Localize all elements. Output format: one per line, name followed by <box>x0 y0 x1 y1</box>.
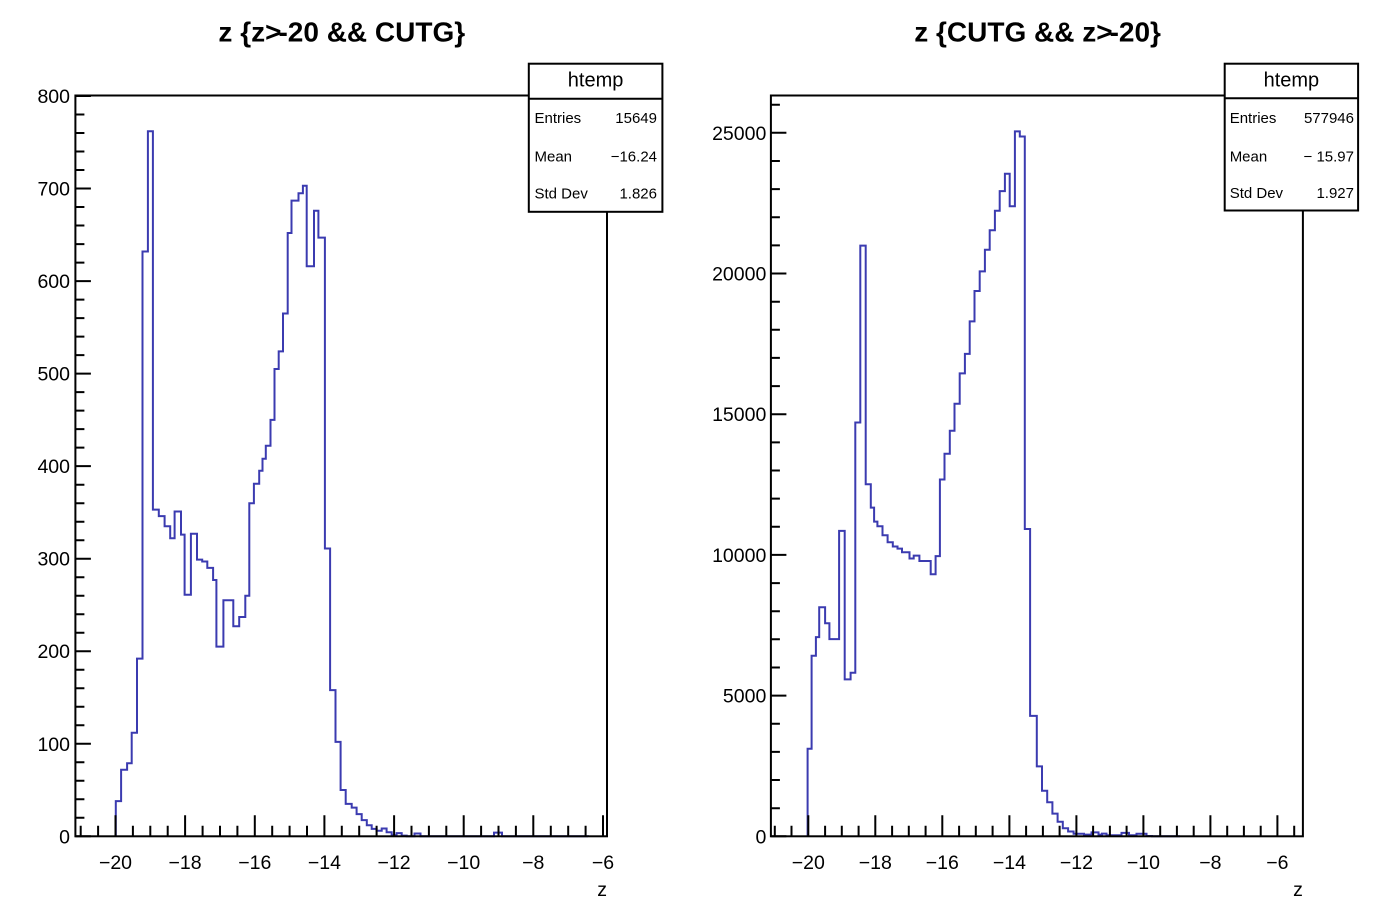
svg-text:5000: 5000 <box>723 686 767 708</box>
svg-text:10000: 10000 <box>712 545 766 567</box>
svg-text:15649: 15649 <box>615 110 657 127</box>
svg-text:−16.24: −16.24 <box>611 149 657 166</box>
svg-text:577946: 577946 <box>1304 110 1354 127</box>
svg-text:z: z <box>597 879 607 901</box>
svg-text:htemp: htemp <box>568 70 624 92</box>
svg-text:Std Dev: Std Dev <box>1230 185 1284 202</box>
svg-text:700: 700 <box>37 179 70 201</box>
svg-text:− 15.97: − 15.97 <box>1304 149 1354 166</box>
svg-text:z: z <box>1293 879 1303 901</box>
svg-text:−10: −10 <box>1127 852 1160 874</box>
svg-text:1.927: 1.927 <box>1316 185 1354 202</box>
svg-text:Entries: Entries <box>1230 110 1281 127</box>
svg-text:25000: 25000 <box>712 123 766 145</box>
svg-text:600: 600 <box>37 271 70 293</box>
svg-text:−14: −14 <box>308 852 341 874</box>
svg-text:htemp: htemp <box>1264 69 1320 91</box>
svg-text:Mean: Mean <box>535 149 573 166</box>
svg-text:−16: −16 <box>926 852 959 874</box>
svg-text:Entries: Entries <box>535 110 586 127</box>
svg-text:1.826: 1.826 <box>619 186 657 203</box>
svg-text:−16: −16 <box>238 852 271 874</box>
svg-text:−8: −8 <box>1199 852 1221 874</box>
svg-text:−12: −12 <box>378 852 411 874</box>
svg-text:−20: −20 <box>99 852 132 874</box>
svg-text:−18: −18 <box>169 852 202 874</box>
svg-text:200: 200 <box>37 641 70 663</box>
svg-text:−12: −12 <box>1060 852 1093 874</box>
svg-text:−6: −6 <box>1266 852 1288 874</box>
svg-text:z {CUTG && z>-20}: z {CUTG && z>-20} <box>914 17 1161 48</box>
svg-text:0: 0 <box>59 826 70 848</box>
svg-text:−6: −6 <box>592 852 614 874</box>
svg-text:100: 100 <box>37 734 70 756</box>
svg-text:400: 400 <box>37 456 70 478</box>
svg-text:800: 800 <box>37 86 70 108</box>
svg-text:Std Dev: Std Dev <box>535 186 589 203</box>
svg-text:−20: −20 <box>792 852 825 874</box>
svg-text:20000: 20000 <box>712 264 766 286</box>
svg-text:500: 500 <box>37 364 70 386</box>
svg-text:z {z>-20 && CUTG}: z {z>-20 && CUTG} <box>218 17 465 48</box>
svg-text:−14: −14 <box>993 852 1026 874</box>
svg-text:−8: −8 <box>522 852 544 874</box>
svg-text:−10: −10 <box>447 852 480 874</box>
svg-text:Mean: Mean <box>1230 149 1268 166</box>
svg-text:15000: 15000 <box>712 404 766 426</box>
svg-text:0: 0 <box>755 826 766 848</box>
svg-text:−18: −18 <box>859 852 892 874</box>
svg-text:300: 300 <box>37 549 70 571</box>
